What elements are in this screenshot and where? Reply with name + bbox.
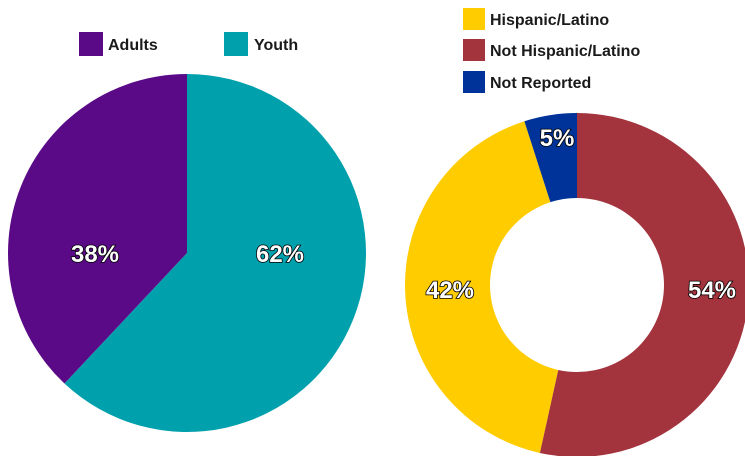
- slice-youth: [64, 74, 367, 432]
- slice-not-hispanic-latino: [539, 113, 745, 456]
- legend-swatch-adults: [79, 32, 103, 56]
- slice-not-reported: [524, 113, 577, 203]
- ethnicity-donut-chart: Hispanic/Latino Not Hispanic/Latino Not …: [404, 8, 745, 456]
- legend-label-adults: Adults: [108, 37, 158, 54]
- legend-swatch-not-reported: [463, 71, 485, 93]
- legend-label-not-reported: Not Reported: [490, 75, 591, 92]
- legend-label-hispanic-latino: Hispanic/Latino: [490, 12, 609, 29]
- data-label-adults: 38%: [71, 241, 119, 268]
- legend-label-not-hispanic-latino: Not Hispanic/Latino: [490, 43, 640, 60]
- legend-swatch-not-hispanic-latino: [463, 39, 485, 61]
- data-label-not-reported: 5%: [540, 125, 575, 152]
- ethnicity-slices: [404, 113, 745, 456]
- data-label-youth: 62%: [256, 241, 304, 268]
- age-group-slices: [8, 74, 367, 432]
- slice-adults: [8, 74, 187, 384]
- age-group-legend: Adults Youth: [79, 32, 298, 56]
- legend-swatch-hispanic-latino: [463, 8, 485, 30]
- slice-hispanic-latino: [404, 121, 559, 453]
- age-group-pie-chart: Adults Youth 38% 62%: [8, 32, 367, 432]
- data-label-hispanic-latino: 42%: [426, 277, 474, 304]
- legend-label-youth: Youth: [254, 37, 298, 54]
- ethnicity-legend: Hispanic/Latino Not Hispanic/Latino Not …: [463, 8, 640, 93]
- legend-swatch-youth: [224, 32, 248, 56]
- data-label-not-hispanic-latino: 54%: [688, 277, 736, 304]
